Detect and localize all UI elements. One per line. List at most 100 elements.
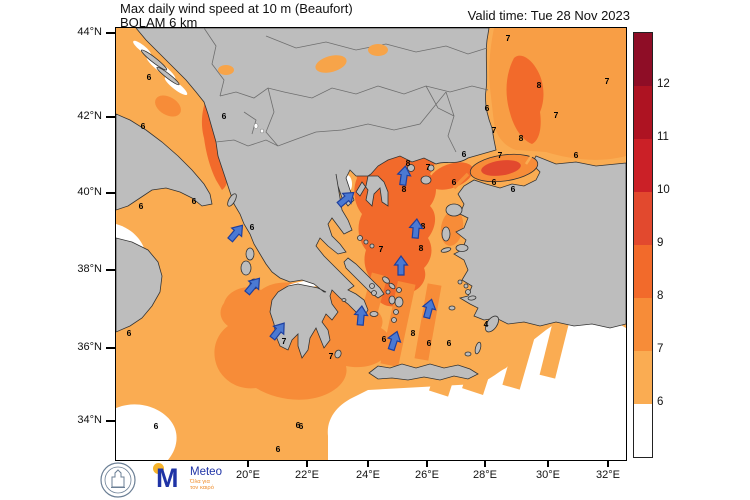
- colorbar-tick-label: 12: [657, 78, 670, 90]
- meteo-logo-dot-icon: [153, 463, 164, 474]
- contour-value-label: 8: [419, 243, 424, 253]
- island-kythnos: [371, 290, 377, 296]
- contour-value-label: 7: [605, 76, 610, 86]
- lon-axis-label: 20°E: [236, 469, 260, 481]
- colorbar-segment: [634, 139, 652, 192]
- contour-value-label: 6: [452, 177, 457, 187]
- island-dalmatia-1: [140, 49, 168, 71]
- contour-value-label: 6: [427, 338, 432, 348]
- island-lesbos: [445, 203, 463, 217]
- contour-value-label: 8: [402, 184, 407, 194]
- contour-value-label: 6: [296, 420, 301, 430]
- country-borders: [203, 28, 489, 153]
- wind-direction-arrow: [386, 330, 402, 352]
- lat-tick: [106, 420, 115, 422]
- lat-axis-label: 40°N: [77, 186, 102, 198]
- island-sporades-2: [363, 239, 369, 245]
- observatory-building-icon: [111, 469, 125, 488]
- lat-tick: [106, 269, 115, 271]
- contour-value-label: 6: [511, 184, 516, 194]
- lon-axis-label: 26°E: [415, 469, 439, 481]
- wind-direction-arrow: [336, 191, 355, 208]
- wind-direction-arrow: [269, 322, 285, 341]
- contour-value-label: 7: [506, 33, 511, 43]
- island-samos: [455, 244, 469, 252]
- contour-value-label: 8: [519, 133, 524, 143]
- island-corfu: [227, 193, 237, 207]
- lon-axis-label: 32°E: [596, 469, 620, 481]
- title-block: Max daily wind speed at 10 m (Beaufort) …: [120, 2, 353, 30]
- contour-value-label: 7: [498, 150, 503, 160]
- land-balkans-greece: [135, 28, 497, 359]
- island-thasos: [407, 164, 415, 172]
- island-santorini: [391, 317, 397, 323]
- island-andros: [382, 276, 390, 284]
- island-sporades-3: [369, 243, 375, 249]
- meteo-logo-m-icon: M: [156, 463, 179, 493]
- lon-tick: [367, 460, 369, 467]
- wind-direction-arrow: [421, 298, 437, 320]
- contour-value-label: 6: [485, 103, 490, 113]
- island-crete: [368, 363, 479, 381]
- contour-value-label: 7: [379, 244, 384, 254]
- model-subtitle: BOLAM 6 km: [120, 15, 198, 30]
- island-ios: [393, 309, 399, 315]
- colorbar-segment: [634, 245, 652, 298]
- contour-value-label: 7: [426, 162, 431, 172]
- island-patmos: [457, 279, 463, 285]
- island-rhodes: [485, 315, 499, 333]
- colorbar-tick-label: 7: [657, 343, 664, 355]
- island-tinos: [388, 282, 396, 290]
- lon-tick: [547, 460, 549, 467]
- colorbar-tick-label: 8: [657, 290, 664, 302]
- calm-sliver-adriatic-2: [164, 76, 188, 96]
- lat-tick: [106, 347, 115, 349]
- colorbar-segment: [634, 404, 652, 457]
- colorbar-tick-label: 9: [657, 237, 664, 249]
- contour-value-label: 4: [484, 319, 489, 329]
- island-syros: [385, 289, 391, 295]
- contour-value-label: 6: [299, 421, 304, 431]
- island-limnos: [420, 175, 432, 185]
- contour-value-label: 8: [406, 158, 411, 168]
- colorbar-tick-label: 6: [657, 396, 664, 408]
- lat-axis-label: 38°N: [77, 263, 102, 275]
- contour-value-label: 7: [329, 351, 334, 361]
- wind-direction-arrow: [396, 165, 412, 187]
- island-astypalea: [448, 305, 456, 311]
- island-sporades-1: [357, 235, 363, 241]
- wind-direction-arrow: [353, 305, 369, 326]
- island-leros: [463, 283, 469, 289]
- colorbar-segment: [634, 351, 652, 404]
- contour-value-label: 6: [141, 121, 146, 131]
- colorbar-segment: [634, 192, 652, 245]
- lake-ohrid: [253, 123, 259, 129]
- lon-axis-label: 24°E: [356, 469, 380, 481]
- meteo-logo-tagline: Όλα για τον καιρό: [190, 479, 214, 492]
- valid-time-label: Valid time: Tue 28 Nov 2023: [467, 8, 630, 23]
- wind-arrow-layer: [227, 165, 437, 352]
- wind-direction-arrow: [408, 218, 424, 239]
- colorbar-segment: [634, 86, 652, 139]
- colorbar-tick-label: 10: [657, 184, 670, 196]
- bosphorus-strait: [524, 151, 536, 165]
- dardanelles-strait: [452, 172, 470, 190]
- adriatic-bf7-patch: [155, 95, 181, 117]
- island-kythira: [334, 349, 342, 359]
- island-chios: [441, 226, 451, 242]
- contour-value-label: 8: [537, 80, 542, 90]
- wind-direction-arrow: [244, 277, 261, 296]
- island-mykonos: [396, 287, 402, 293]
- contour-value-label: 6: [462, 149, 467, 159]
- island-ikaria: [440, 247, 452, 253]
- colorbar-segment: [634, 33, 652, 86]
- marmara-bf9-core: [481, 160, 521, 176]
- north-aegean-bf8-patch: [354, 129, 436, 307]
- island-dalmatia-2: [156, 66, 180, 86]
- island-paros: [388, 295, 396, 305]
- island-kefalonia: [240, 260, 252, 276]
- footer-logos: M Meteo Όλα για τον καιρό: [98, 460, 298, 500]
- contour-value-label: 7: [492, 125, 497, 135]
